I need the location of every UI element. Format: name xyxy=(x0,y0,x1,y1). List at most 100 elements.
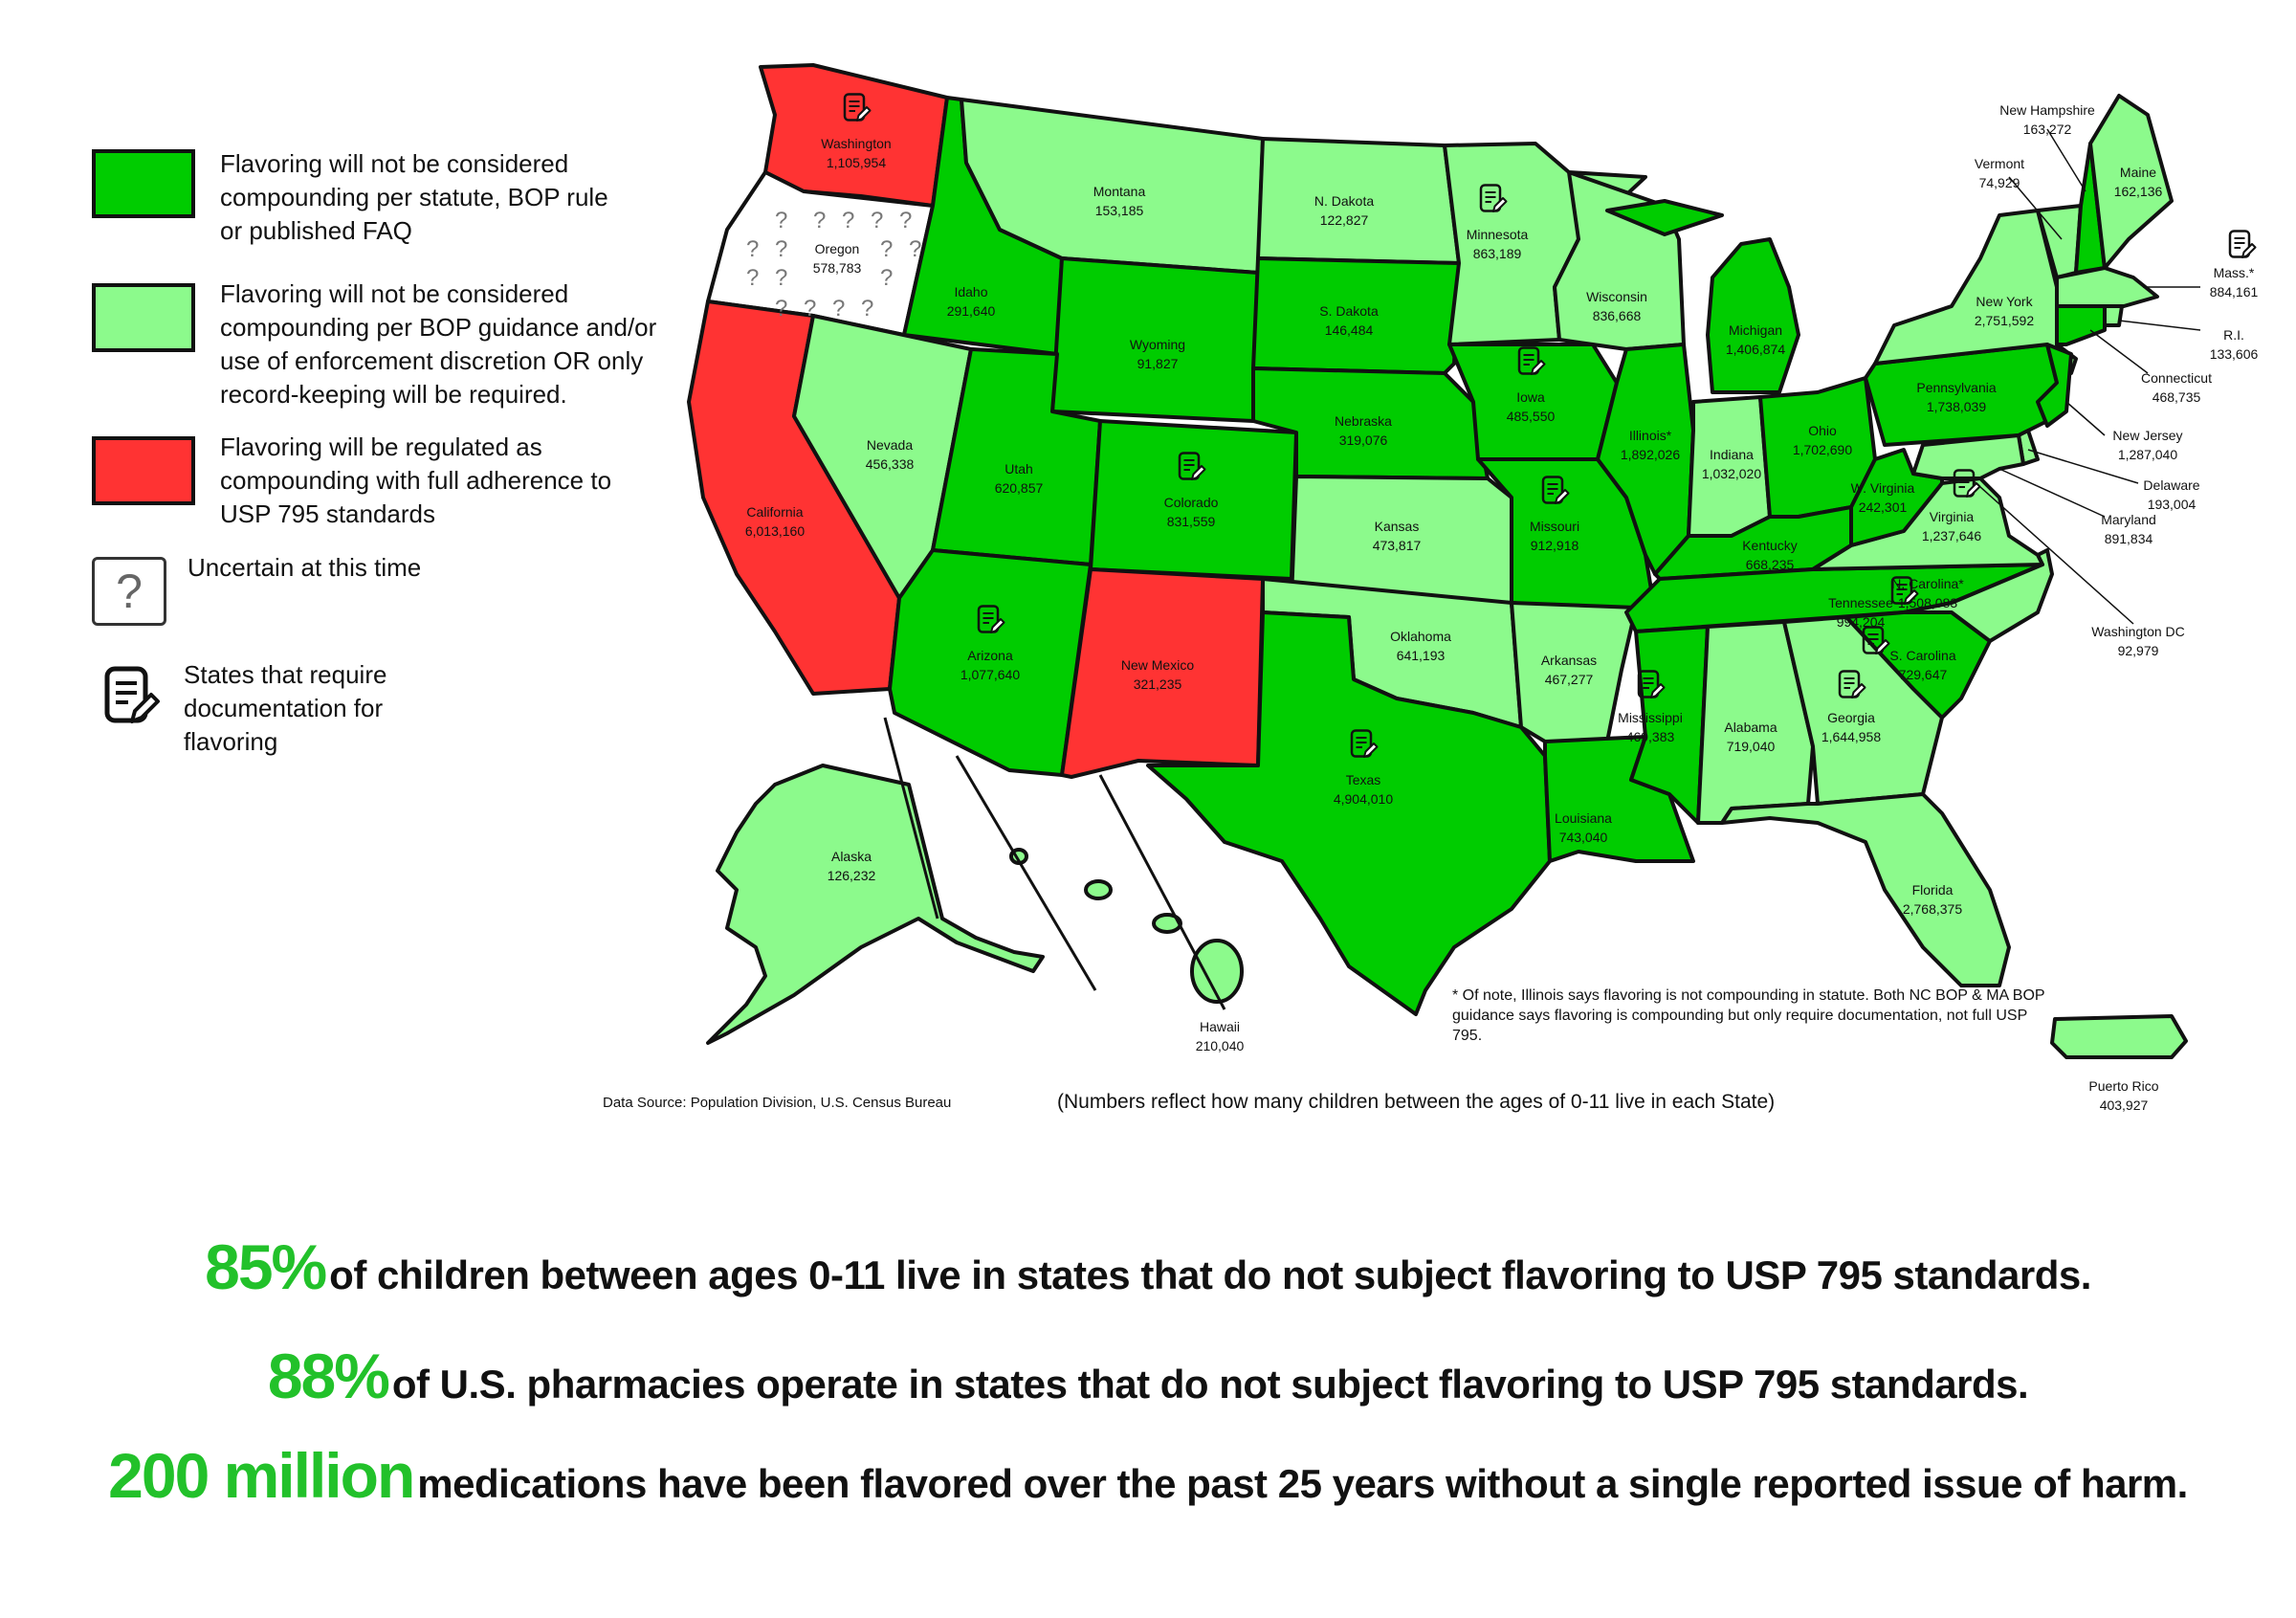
state-name-florida: Florida xyxy=(1912,882,1954,898)
document-pencil-icon xyxy=(977,605,1005,633)
state-name-mass: Mass.* xyxy=(2214,265,2255,280)
state-name-new-jersey: New Jersey xyxy=(2112,428,2182,443)
state-name-r-i: R.I. xyxy=(2223,327,2244,343)
stat-pharmacies-text: of U.S. pharmacies operate in states tha… xyxy=(391,1362,2029,1407)
legend-label-dark-green: Flavoring will not be considered compoun… xyxy=(220,149,608,245)
legend-label-uncertain: Uncertain at this time xyxy=(188,553,422,582)
leader-line xyxy=(2118,320,2201,331)
state-name-oregon: Oregon xyxy=(815,241,860,256)
state-name-utah: Utah xyxy=(1004,461,1033,477)
state-value-oregon: 578,783 xyxy=(813,260,862,276)
state-north-carolina xyxy=(1902,548,2054,643)
state-value-washington: 1,105,954 xyxy=(827,155,886,170)
svg-text:?: ? xyxy=(899,208,912,233)
state-value-new-york: 2,751,592 xyxy=(1975,313,2034,328)
state-value-texas: 4,904,010 xyxy=(1334,791,1393,807)
state-value-illinois: 1,892,026 xyxy=(1621,447,1680,462)
state-name-texas: Texas xyxy=(1346,772,1381,787)
svg-text:?: ? xyxy=(746,236,759,262)
state-name-s-carolina: S. Carolina xyxy=(1889,648,1955,663)
document-pencil-icon xyxy=(1350,729,1379,758)
state-value-georgia: 1,644,958 xyxy=(1821,729,1881,744)
stat-children: 85% of children between ages 0-11 live i… xyxy=(0,1230,2296,1303)
state-value-connecticut: 468,735 xyxy=(2152,389,2201,405)
state-name-w-virginia: W. Virginia xyxy=(1851,480,1915,496)
svg-text:?: ? xyxy=(804,296,816,321)
stat-medications-text: medications have been flavored over the … xyxy=(417,1461,2188,1506)
inset-line-hawaii-2 xyxy=(1098,774,1226,1010)
state-value-s-dakota: 146,484 xyxy=(1325,322,1374,338)
state-maryland xyxy=(1911,433,2025,480)
state-value-wisconsin: 836,668 xyxy=(1593,308,1642,323)
document-pencil-icon xyxy=(1637,670,1666,698)
state-name-mississippi: Mississippi xyxy=(1618,710,1683,725)
leader-line xyxy=(1998,468,2106,518)
document-pencil-icon xyxy=(1479,184,1508,212)
state-value-idaho: 291,640 xyxy=(947,303,996,319)
state-name-oklahoma: Oklahoma xyxy=(1390,629,1451,644)
svg-text:?: ? xyxy=(832,296,845,321)
document-pencil-icon xyxy=(2228,230,2257,258)
state-name-arkansas: Arkansas xyxy=(1541,653,1597,668)
state-name-tennessee: Tennessee xyxy=(1828,595,1893,610)
oregon-question-marks: ????? ???? ??? ???? xyxy=(746,208,921,321)
state-value-puerto-rico: 403,927 xyxy=(2100,1097,2149,1113)
stat-pharmacies: 88% of U.S. pharmacies operate in states… xyxy=(0,1340,2296,1412)
state-name-vermont: Vermont xyxy=(1975,156,2024,171)
state-name-arizona: Arizona xyxy=(967,648,1013,663)
svg-text:?: ? xyxy=(775,208,787,233)
state-name-maine: Maine xyxy=(2120,165,2156,180)
state-name-california: California xyxy=(746,504,803,520)
state-value-florida: 2,768,375 xyxy=(1903,901,1962,917)
state-value-w-virginia: 242,301 xyxy=(1859,499,1908,515)
state-value-delaware: 193,004 xyxy=(2148,497,2197,512)
document-pencil-icon xyxy=(1541,476,1570,504)
legend-label-light-green: Flavoring will not be considered compoun… xyxy=(220,279,657,409)
state-value-tennessee: 994,204 xyxy=(1837,614,1886,630)
state-value-iowa: 485,550 xyxy=(1507,409,1556,424)
stat-pharmacies-value: 88% xyxy=(267,1341,390,1411)
state-value-new-mexico: 321,235 xyxy=(1134,676,1182,692)
document-pencil-icon xyxy=(104,666,160,723)
state-texas xyxy=(1146,610,1552,1016)
state-value-mass: 884,161 xyxy=(2210,284,2259,299)
stat-children-text: of children between ages 0-11 live in st… xyxy=(329,1252,2091,1297)
document-pencil-icon xyxy=(1178,452,1206,480)
state-value-minnesota: 863,189 xyxy=(1473,246,1522,261)
document-pencil-icon xyxy=(1838,670,1866,698)
legend-swatch-light-green xyxy=(92,283,195,352)
svg-text:?: ? xyxy=(871,208,883,233)
state-value-mississippi: 469,383 xyxy=(1626,729,1675,744)
data-source: Data Source: Population Division, U.S. C… xyxy=(603,1095,952,1111)
us-map: ????? ???? ??? ???? xyxy=(687,63,2188,1059)
state-value-missouri: 912,918 xyxy=(1531,538,1579,553)
state-name-indiana: Indiana xyxy=(1710,447,1754,462)
state-value-washington-dc: 92,979 xyxy=(2118,643,2159,658)
state-name-connecticut: Connecticut xyxy=(2141,370,2212,386)
legend-label-documentation: States that require documentation for fl… xyxy=(184,660,387,756)
leader-line xyxy=(2065,401,2106,436)
document-pencil-icon xyxy=(1517,346,1546,375)
state-name-missouri: Missouri xyxy=(1530,519,1579,534)
leader-line xyxy=(2008,176,2063,240)
state-value-kentucky: 668,235 xyxy=(1746,557,1795,572)
svg-text:?: ? xyxy=(746,265,759,291)
state-value-arizona: 1,077,640 xyxy=(960,667,1020,682)
state-name-kentucky: Kentucky xyxy=(1742,538,1798,553)
state-value-alaska: 126,232 xyxy=(828,868,876,883)
state-name-iowa: Iowa xyxy=(1516,389,1545,405)
state-name-hawaii: Hawaii xyxy=(1200,1019,1240,1034)
svg-text:?: ? xyxy=(842,208,854,233)
state-name-ohio: Ohio xyxy=(1808,423,1837,438)
state-name-georgia: Georgia xyxy=(1827,710,1875,725)
question-mark-icon: ? xyxy=(92,557,166,626)
state-name-maryland: Maryland xyxy=(2101,512,2156,527)
state-name-pennsylvania: Pennsylvania xyxy=(1916,380,1996,395)
state-name-idaho: Idaho xyxy=(954,284,987,299)
state-name-alabama: Alabama xyxy=(1724,720,1777,735)
state-name-virginia: Virginia xyxy=(1930,509,1975,524)
state-value-california: 6,013,160 xyxy=(745,523,805,539)
state-value-indiana: 1,032,020 xyxy=(1702,466,1761,481)
state-value-alabama: 719,040 xyxy=(1727,739,1776,754)
legend-swatch-red xyxy=(92,436,195,505)
